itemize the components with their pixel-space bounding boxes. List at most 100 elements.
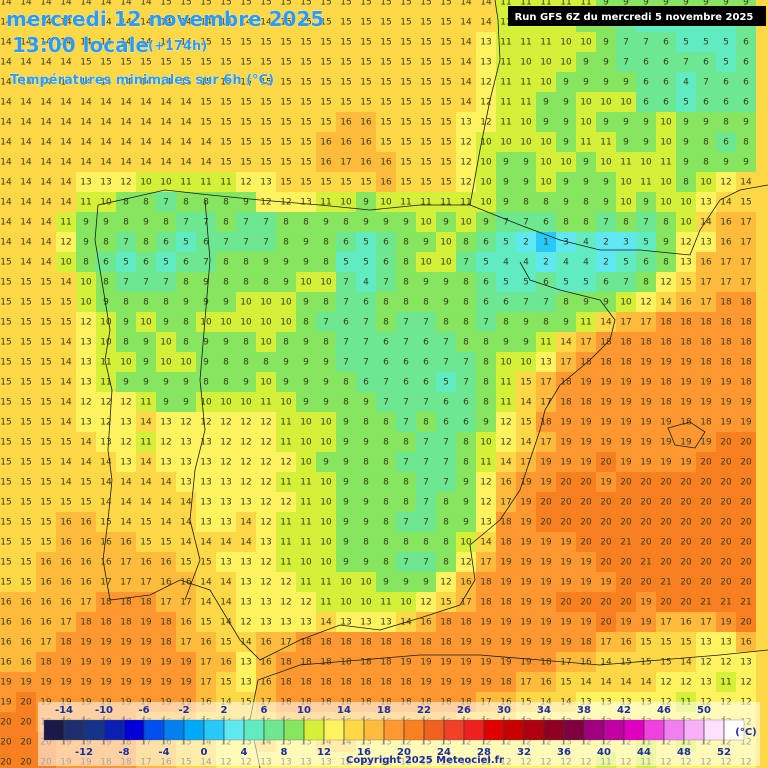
temperature-label: 15 [0, 418, 11, 428]
temperature-label: 18 [360, 678, 372, 688]
temperature-label: 18 [340, 638, 352, 648]
temperature-label: 15 [20, 498, 31, 508]
temperature-label: 16 [720, 218, 732, 228]
legend-swatch [203, 719, 225, 741]
temperature-label: 14 [580, 678, 592, 688]
temperature-label: 19 [600, 438, 612, 448]
temperature-label: 16 [260, 678, 272, 688]
temperature-cell [316, 72, 336, 92]
temperature-label: 7 [443, 438, 449, 448]
temperature-label: 8 [383, 518, 389, 528]
temperature-label: 20 [720, 578, 732, 588]
temperature-label: 6 [403, 378, 409, 388]
temperature-label: 16 [500, 478, 512, 488]
temperature-label: 9 [603, 118, 609, 128]
temperature-cell [256, 72, 276, 92]
temperature-label: 19 [100, 638, 112, 648]
temperature-label: 7 [123, 278, 129, 288]
temperature-label: 10 [300, 278, 312, 288]
temperature-label: 14 [460, 0, 472, 8]
temperature-cell [436, 92, 456, 112]
temperature-label: 6 [383, 358, 389, 368]
temperature-label: 8 [223, 378, 229, 388]
temperature-label: 6 [423, 358, 429, 368]
temperature-label: 15 [220, 678, 231, 688]
temperature-cell [676, 32, 696, 52]
temperature-label: 9 [283, 258, 289, 268]
temperature-label: 19 [160, 658, 172, 668]
temperature-label: 11 [500, 398, 511, 408]
temperature-cell [356, 32, 376, 52]
temperature-cell [376, 92, 396, 112]
temperature-label: 10 [240, 318, 252, 328]
temperature-label: 16 [100, 538, 112, 548]
temperature-label: 12 [200, 418, 211, 428]
temperature-label: 18 [660, 338, 672, 348]
temperature-label: 15 [100, 518, 111, 528]
temperature-label: 7 [343, 358, 349, 368]
temperature-label: 17 [620, 318, 631, 328]
legend-label: 0 [201, 747, 208, 758]
temperature-cell [396, 112, 416, 132]
temperature-label: 11 [720, 678, 731, 688]
temperature-label: 15 [20, 518, 31, 528]
temperature-label: 10 [320, 418, 332, 428]
temperature-label: 13 [220, 518, 231, 528]
temperature-label: 9 [343, 418, 349, 428]
legend-label: -14 [55, 705, 73, 716]
temperature-label: 9 [423, 278, 429, 288]
temperature-label: 17 [60, 618, 71, 628]
temperature-label: 14 [200, 158, 212, 168]
temperature-label: 20 [600, 518, 612, 528]
temperature-label: 19 [580, 418, 592, 428]
temperature-label: 12 [680, 678, 691, 688]
temperature-label: 12 [220, 438, 231, 448]
temperature-label: 8 [543, 198, 549, 208]
temperature-label: 6 [663, 98, 669, 108]
temperature-label: 17 [660, 618, 671, 628]
temperature-label: 9 [583, 58, 589, 68]
temperature-cell [636, 92, 656, 112]
temperature-label: 17 [340, 158, 351, 168]
temperature-label: 8 [223, 258, 229, 268]
temperature-cell [456, 32, 476, 52]
temperature-label: 8 [323, 238, 329, 248]
temperature-label: 14 [200, 578, 212, 588]
temperature-label: 8 [483, 358, 489, 368]
temperature-label: 14 [40, 258, 52, 268]
temperature-cell [436, 112, 456, 132]
temperature-label: 9 [483, 418, 489, 428]
temperature-label: 15 [20, 418, 31, 428]
temperature-label: 8 [683, 178, 689, 188]
temperature-cell [336, 12, 356, 32]
temperature-label: 21 [640, 558, 651, 568]
temperature-label: 14 [80, 138, 92, 148]
temperature-label: 20 [660, 478, 672, 488]
temperature-label: 20 [640, 518, 652, 528]
temperature-label: 12 [280, 498, 291, 508]
temperature-label: 20 [620, 598, 632, 608]
temperature-label: 20 [660, 498, 672, 508]
temperature-label: 7 [403, 318, 409, 328]
temperature-label: 14 [40, 218, 52, 228]
temperature-label: 16 [160, 578, 172, 588]
temperature-label: 15 [360, 18, 371, 28]
temperature-label: 18 [80, 618, 92, 628]
temperature-label: 19 [140, 678, 152, 688]
temperature-label: 14 [60, 358, 72, 368]
temperature-label: 15 [360, 98, 371, 108]
temperature-label: 10 [600, 98, 612, 108]
temperature-label: 10 [620, 178, 632, 188]
temperature-label: 8 [383, 438, 389, 448]
legend-swatch [243, 719, 265, 741]
temperature-label: 16 [80, 518, 92, 528]
temperature-cell [396, 72, 416, 92]
temperature-label: 18 [40, 658, 52, 668]
temperature-label: 15 [260, 38, 271, 48]
temperature-cell [236, 72, 256, 92]
temperature-label: 15 [40, 438, 51, 448]
temperature-label: 19 [520, 558, 532, 568]
temperature-label: 14 [20, 258, 32, 268]
temperature-cell [56, 52, 76, 72]
temperature-label: 19 [480, 658, 492, 668]
